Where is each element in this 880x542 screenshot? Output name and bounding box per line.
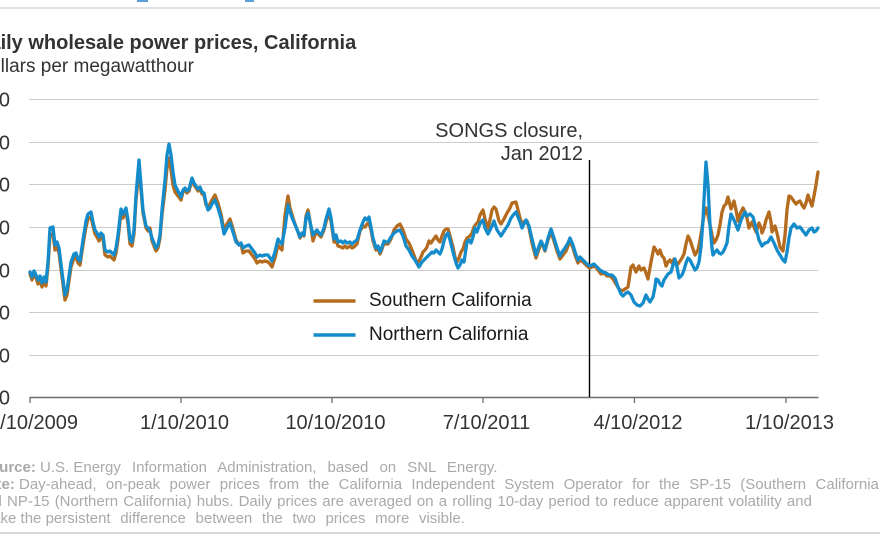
svg-text:Jan 2012: Jan 2012	[501, 143, 583, 165]
svg-text:0: 0	[0, 132, 10, 154]
svg-text:0: 0	[0, 345, 10, 367]
svg-text:1/10/2013: 1/10/2013	[745, 412, 834, 434]
svg-text:0: 0	[0, 260, 10, 282]
svg-text:0: 0	[0, 174, 10, 196]
svg-text:4/10/2012: 4/10/2012	[594, 412, 683, 434]
svg-text:SONGS closure,: SONGS closure,	[435, 120, 583, 142]
svg-text:1/10/2010: 1/10/2010	[140, 412, 229, 434]
svg-text:0: 0	[0, 89, 10, 111]
svg-text:0: 0	[0, 217, 10, 239]
svg-text:Southern California: Southern California	[369, 290, 532, 311]
svg-text:0: 0	[0, 302, 10, 324]
svg-text:10/10/2010: 10/10/2010	[285, 412, 385, 434]
svg-text:0: 0	[0, 387, 10, 409]
svg-text:4/10/2009: 4/10/2009	[0, 412, 78, 434]
svg-text:7/10/2011: 7/10/2011	[443, 412, 531, 434]
svg-text:Northern California: Northern California	[369, 324, 529, 345]
